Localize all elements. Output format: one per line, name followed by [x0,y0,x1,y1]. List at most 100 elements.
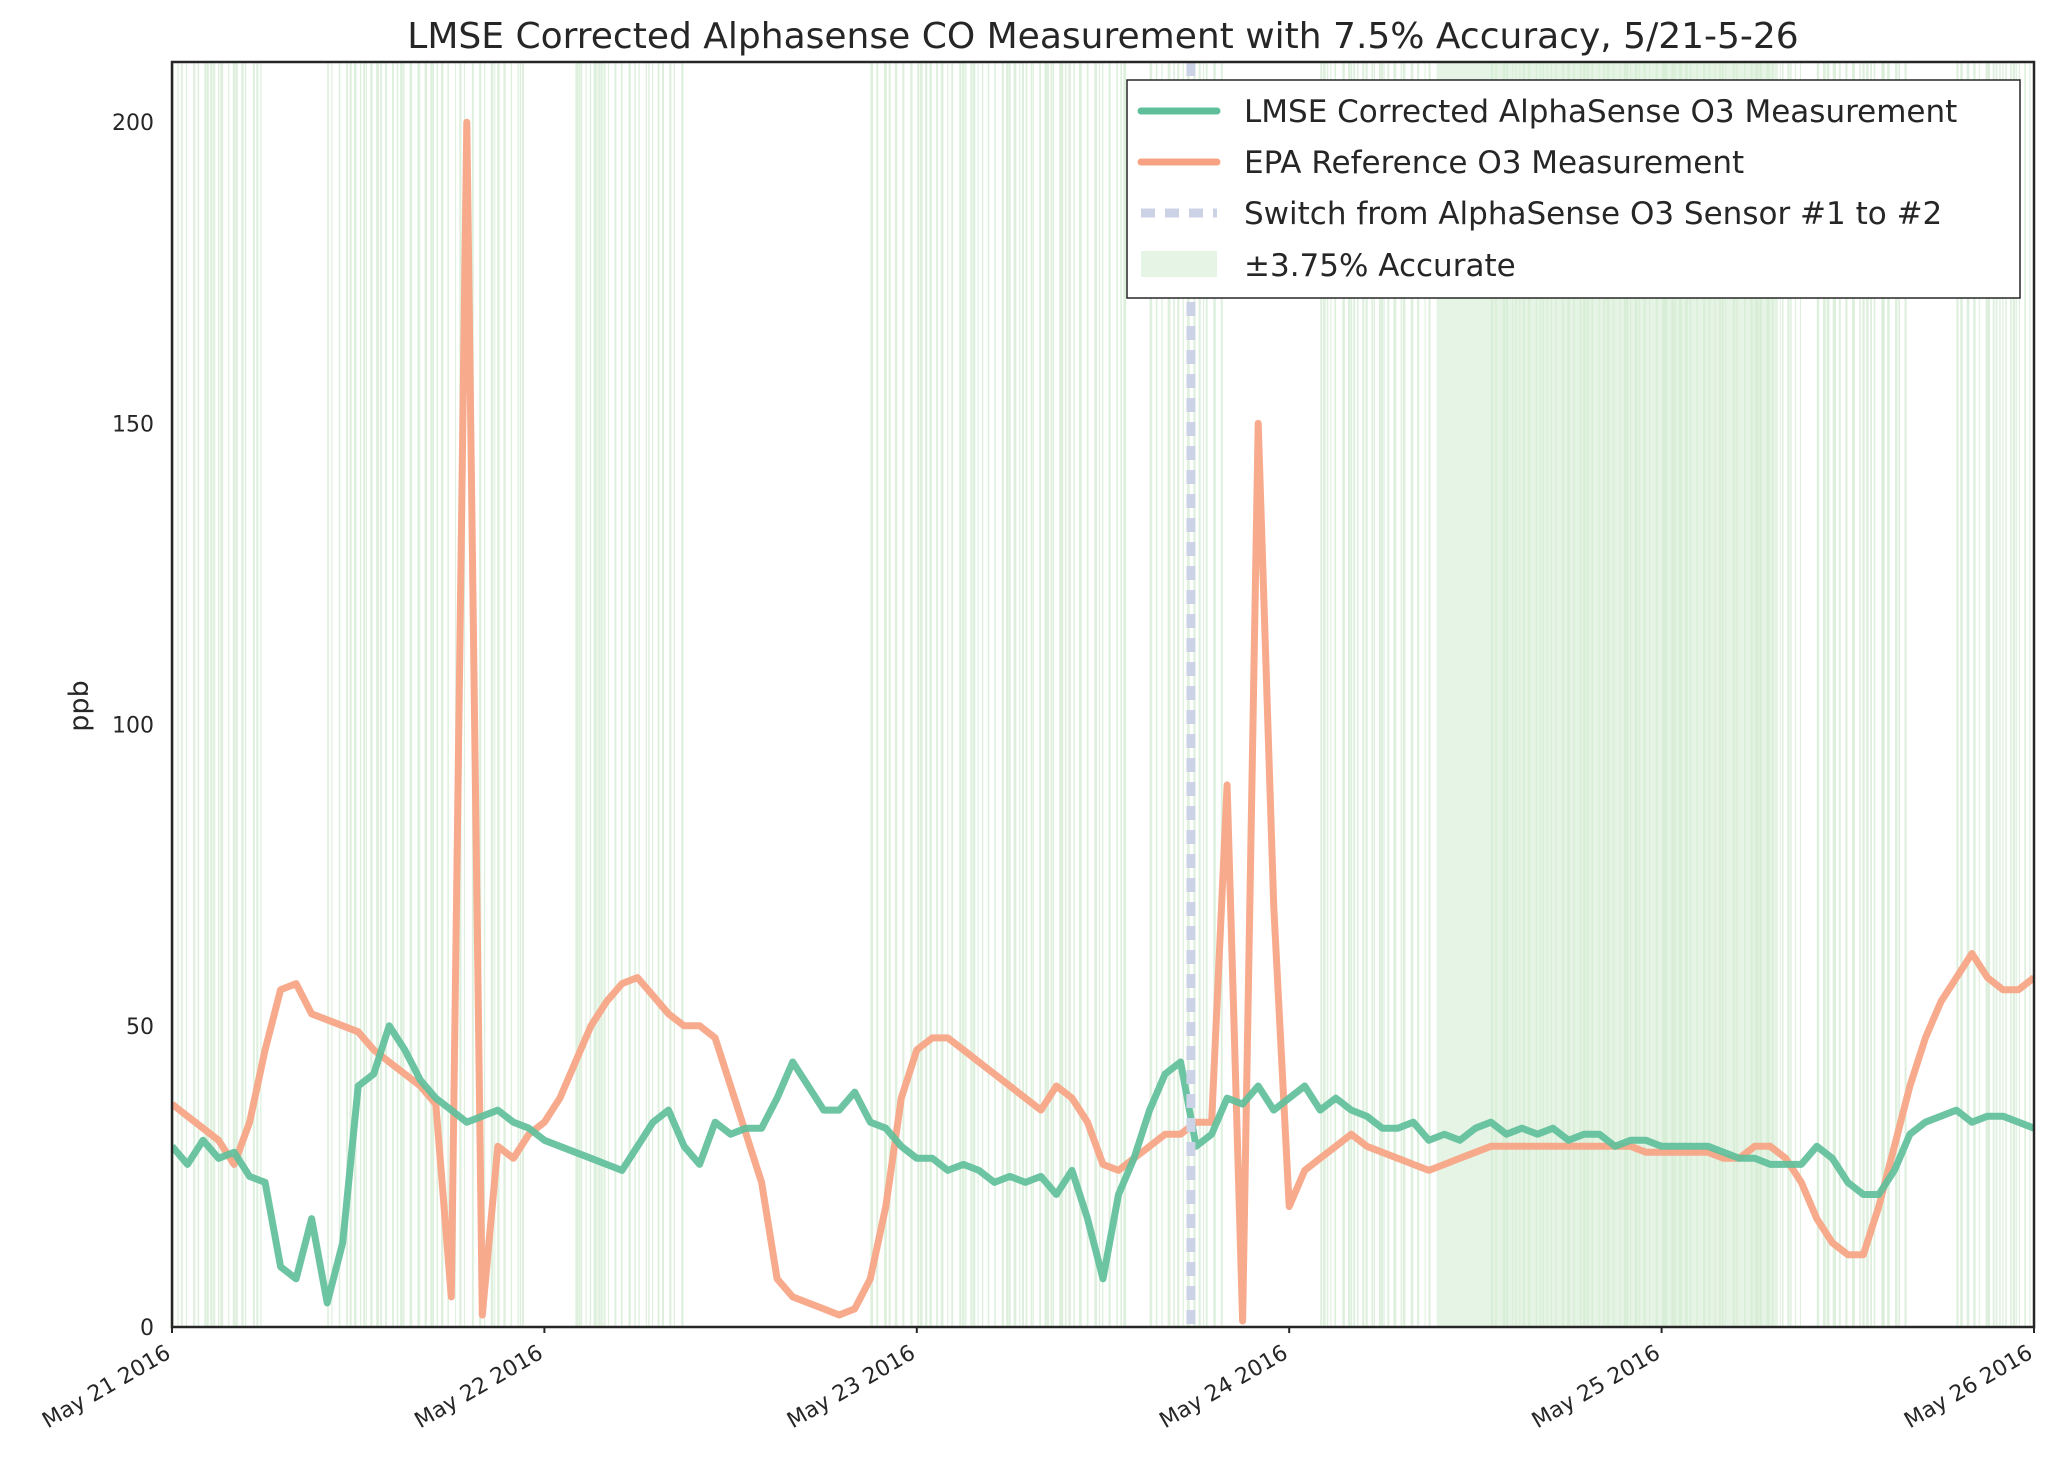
band-stripe [213,62,216,1327]
band-stripe [218,62,220,1327]
band-stripe [1123,62,1127,1327]
y-axis: 0 50 100 150 200 [112,111,154,1341]
band-stripe [929,62,932,1327]
band-stripe [1019,62,1021,1327]
band-stripe [669,62,672,1327]
legend-label-epa: EPA Reference O3 Measurement [1244,145,1744,181]
band-stripe [1322,62,1326,1327]
band-stripe [910,62,913,1327]
x-tick-label: May 26 2016 [1900,1341,2037,1434]
band-stripe [1334,62,1337,1327]
band-stripe [1094,62,1097,1327]
band-stripe [977,62,979,1327]
band-stripe [241,62,244,1327]
legend-label-switch: Switch from AlphaSense O3 Sensor #1 to #… [1244,196,1942,232]
band-stripe [1177,62,1180,1327]
band-stripe [197,62,200,1327]
band-stripe [1009,62,1011,1327]
band-stripe [1834,62,1837,1327]
band-stripe [2029,62,2031,1327]
band-stripe [1032,62,1034,1327]
band-stripe [628,62,631,1327]
band-stripe [436,62,438,1327]
band-stripe [876,62,879,1327]
band-stripe [1794,62,1797,1327]
band-stripe [936,62,939,1327]
band-stripe [380,62,382,1327]
band-stripe [417,62,421,1327]
band-stripe [1883,62,1885,1327]
band-stripe [1378,62,1381,1327]
band-stripe [1205,62,1208,1327]
band-stripe [947,62,949,1327]
band-stripe [1895,62,1898,1327]
band-stripe [1022,62,1024,1327]
band-stripe [614,62,617,1327]
band-stripe [1387,62,1390,1327]
band-stripe [959,62,962,1327]
band-stripe [376,62,379,1327]
band-stripe [884,62,887,1327]
band-stripe [1995,62,1998,1327]
band-stripe [596,62,598,1327]
band-stripe [1047,62,1049,1327]
series-line-epa [172,118,2034,1325]
band-stripe [385,62,387,1327]
band-stripe [365,62,367,1327]
band-stripe [185,62,188,1327]
band-stripe [585,62,587,1327]
band-stripe [2015,62,2017,1327]
band-stripe [1330,62,1332,1327]
band-stripe [1410,62,1414,1327]
band-stripe [483,62,486,1327]
band-stripe [645,62,647,1327]
band-stripe [494,62,496,1327]
band-stripe [620,62,623,1327]
band-stripe [1039,62,1042,1327]
band-stripe [396,62,399,1327]
band-stripe [917,62,920,1327]
x-tick-label: May 25 2016 [1528,1341,1665,1434]
band-stripe [1362,62,1365,1327]
band-stripe [1832,62,1836,1327]
band-stripe [180,62,183,1327]
band-stripe [1999,62,2001,1327]
band-stripe [424,62,427,1327]
band-stripe [1044,62,1048,1327]
band-stripe [1393,62,1397,1327]
band-stripe [1859,62,1861,1327]
band-stripe [987,62,990,1327]
y-tick-label: 200 [112,111,154,136]
band-stripe [409,62,413,1327]
legend-frame [1126,79,2021,299]
band-stripe [1357,62,1359,1327]
band-stripe [580,62,583,1327]
band-stripe [349,62,352,1327]
band-stripe [1213,62,1216,1327]
band-stripe [346,62,348,1327]
band-stripe [479,62,482,1327]
x-tick-label: May 24 2016 [1155,1341,1292,1434]
band-stripe [1326,62,1329,1327]
band-stripe [1001,62,1004,1327]
band-stripe [1342,62,1345,1327]
band-stripe [1992,62,1995,1327]
band-stripe [1120,62,1122,1327]
band-stripe [1799,62,1801,1327]
legend-label-lmse: LMSE Corrected AlphaSense O3 Measurement [1244,94,1957,130]
band-stripe [1068,62,1071,1327]
band-stripe [1988,62,1991,1327]
band-stripe [228,62,230,1327]
band-stripe [1887,62,1890,1327]
band-stripe [1787,62,1790,1327]
band-stripe [1838,62,1841,1327]
band-stripe [902,62,905,1327]
band-stripe [1198,62,1201,1327]
y-tick-label: 0 [140,1316,154,1341]
y-axis-label: ppb [64,680,95,731]
x-axis: May 21 2016 May 22 2016 May 23 2016 May 24 … [38,1327,2037,1434]
band-stripe [1365,62,1368,1327]
chart-title: LMSE Corrected Alphasense CO Measurement… [407,16,1798,57]
band-stripe [1904,62,1907,1327]
